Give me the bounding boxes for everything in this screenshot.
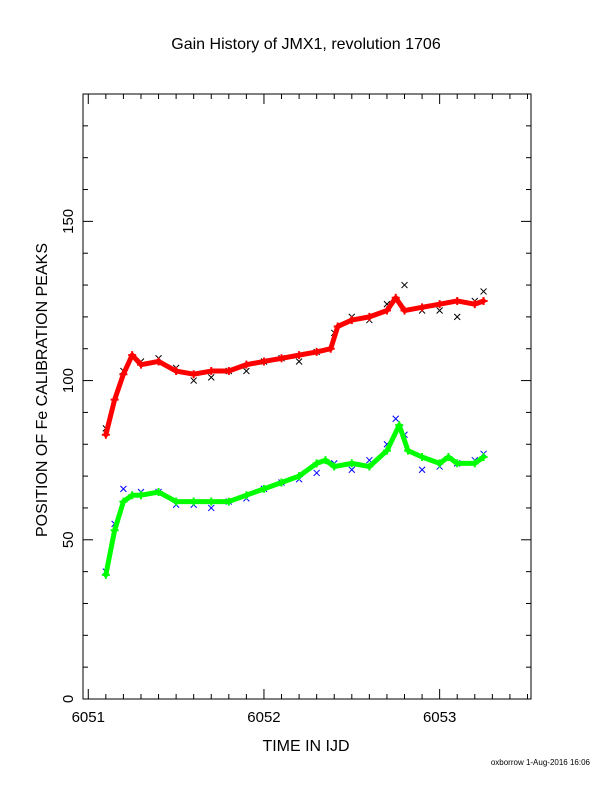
data-point [395, 421, 404, 430]
data-point [277, 478, 286, 487]
x-tick-label: 6051 [72, 709, 105, 726]
data-point [277, 354, 286, 363]
y-axis-label: POSITION OF Fe CALIBRATION PEAKS [34, 243, 51, 537]
data-point [295, 358, 303, 365]
data-point [119, 370, 128, 379]
data-point [295, 351, 304, 360]
data-point [110, 395, 119, 404]
data-point [189, 370, 198, 379]
data-point [453, 313, 461, 321]
data-point [479, 296, 488, 305]
plot-frame [82, 93, 532, 700]
data-point [444, 453, 453, 461]
data-point [480, 288, 487, 295]
data-point [154, 357, 163, 366]
data-point [154, 488, 163, 497]
data-point [435, 300, 444, 309]
data-point [312, 347, 321, 356]
data-point [479, 453, 488, 461]
data-point [404, 446, 413, 455]
x-axis-label: TIME IN IJD [262, 738, 350, 755]
data-point [435, 459, 444, 468]
series-line [103, 422, 487, 578]
data-point [330, 462, 339, 471]
x-tick-label: 6052 [247, 709, 280, 726]
chart-title: Gain History of JMX1, revolution 1706 [171, 36, 441, 53]
data-point [470, 459, 479, 468]
data-point [119, 497, 128, 506]
data-point [101, 570, 110, 579]
data-point [436, 307, 443, 314]
y-tick-label: 50 [60, 531, 77, 548]
x-tick-label: 6053 [423, 709, 456, 726]
data-point [295, 472, 304, 481]
data-point [242, 360, 251, 369]
data-point [110, 526, 119, 535]
data-point [207, 497, 216, 506]
data-point [453, 296, 462, 305]
data-point [453, 459, 462, 468]
data-point [326, 344, 335, 353]
data-point [400, 306, 409, 315]
data-point [259, 357, 268, 366]
data-point [347, 459, 356, 468]
y-tick-label: 150 [60, 209, 77, 234]
data-point [224, 497, 233, 506]
data-point [365, 462, 374, 471]
data-point [128, 491, 137, 500]
data-point [333, 322, 342, 331]
data-point [136, 491, 145, 500]
data-point [365, 312, 374, 321]
footer-stamp: oxborrow 1-Aug-2016 16:06 [490, 758, 590, 767]
data-point [470, 300, 479, 309]
data-point [224, 367, 233, 376]
data-point [242, 491, 251, 500]
data-point [120, 485, 127, 493]
data-point [189, 497, 198, 506]
data-point [418, 303, 427, 312]
data-marks [101, 281, 488, 579]
data-point [321, 456, 330, 465]
data-point [172, 497, 181, 506]
data-point [418, 466, 426, 474]
data-point [418, 453, 427, 461]
data-point [392, 415, 400, 423]
data-point [207, 374, 215, 381]
y-tick-label: 0 [60, 695, 77, 703]
data-point [312, 459, 321, 468]
data-point [347, 316, 356, 325]
data-point [101, 430, 110, 439]
series-line [103, 295, 487, 438]
series-1 [101, 293, 488, 439]
series-3 [101, 421, 488, 579]
data-point [382, 446, 391, 455]
data-point [391, 293, 400, 302]
data-point [401, 281, 408, 289]
axes: 0 50 100 150 6051 6052 6053 [60, 93, 531, 726]
data-point [259, 484, 268, 493]
data-point [207, 504, 215, 512]
data-point [207, 367, 216, 376]
data-point [136, 360, 145, 369]
data-point [190, 377, 198, 384]
data-point [348, 466, 356, 474]
data-point [172, 367, 181, 376]
y-tick-label: 100 [60, 368, 77, 393]
data-point [313, 469, 321, 477]
data-point [128, 351, 137, 360]
data-point [382, 306, 391, 315]
data-point [243, 367, 250, 375]
